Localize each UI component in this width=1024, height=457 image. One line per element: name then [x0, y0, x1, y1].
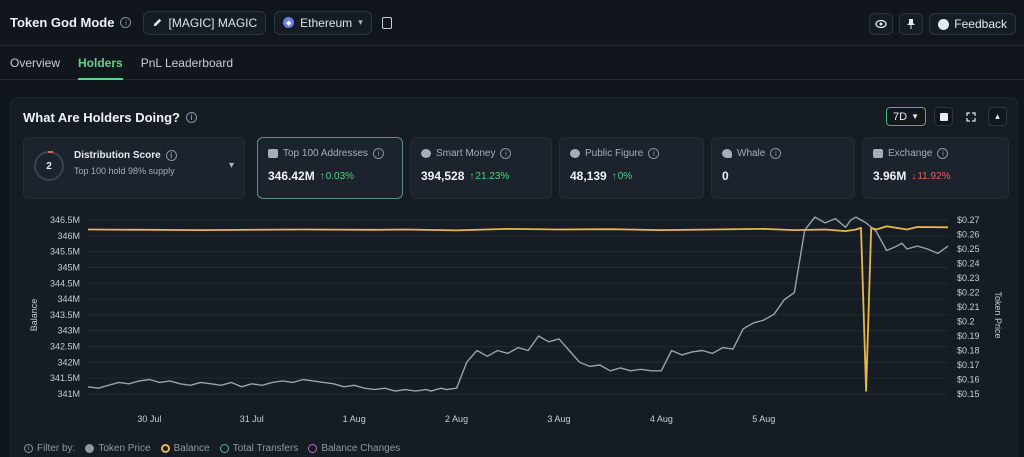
info-icon[interactable]: i [373, 148, 385, 159]
tab-holders[interactable]: Holders [78, 46, 123, 80]
save-icon [939, 112, 948, 121]
arrow-up-icon: ↑ [469, 170, 475, 182]
arrow-down-icon: ↓ [911, 170, 917, 182]
ethereum-icon: ◆ [283, 17, 295, 28]
legend-total-transfers[interactable]: Total Transfers [219, 443, 298, 454]
smart-money-icon [421, 149, 431, 158]
top100-label: Top 100 Addresses [283, 148, 369, 159]
tab-overview[interactable]: Overview [10, 56, 61, 70]
info-icon[interactable]: i [648, 148, 660, 159]
info-icon[interactable]: i [165, 150, 177, 161]
tab-pnl-leaderboard[interactable]: PnL Leaderboard [140, 56, 233, 70]
distribution-score-ring: 2 [34, 151, 64, 181]
legend-dot-balance-changes [308, 444, 318, 453]
wallet-icon [268, 149, 278, 158]
info-icon[interactable]: i [500, 148, 512, 159]
app-title: Token God Mode [10, 15, 115, 30]
chain-label: Ethereum [300, 15, 353, 30]
exchange-change: 11.92% [917, 170, 951, 182]
eye-icon [875, 19, 887, 29]
broadcast-icon [570, 149, 580, 158]
pin-icon [907, 19, 916, 29]
watch-button[interactable] [869, 13, 894, 35]
info-icon[interactable]: i [185, 112, 197, 123]
smart-money-card[interactable]: Smart Money i 394,528 ↑ 21.23% [410, 137, 552, 199]
info-icon: i [24, 444, 33, 453]
chevron-down-icon: ▾ [358, 17, 363, 27]
whale-card[interactable]: Whale i 0 [711, 137, 855, 199]
legend-balance[interactable]: Balance [160, 443, 210, 454]
exchange-value: 3.96M [873, 169, 907, 183]
copy-icon[interactable] [381, 16, 392, 29]
fullscreen-button[interactable] [961, 107, 980, 126]
exchange-label: Exchange [888, 148, 933, 159]
top-100-addresses-card[interactable]: Top 100 Addresses i 346.42M ↑ 0.03% [257, 137, 403, 199]
whale-label: Whale [737, 148, 766, 159]
legend-balance-changes[interactable]: Balance Changes [308, 443, 400, 454]
range-label: 7D [893, 110, 908, 123]
distribution-score-card[interactable]: 2 Distribution Score i Top 100 hold 98% … [23, 137, 245, 199]
distribution-subtitle: Top 100 hold 98% supply [74, 166, 175, 176]
legend-token-price[interactable]: Token Price [85, 443, 151, 454]
info-icon[interactable]: i [120, 17, 132, 28]
whale-value: 0 [722, 169, 729, 183]
caret-down-icon: ▼ [911, 112, 919, 121]
public-figure-label: Public Figure [585, 148, 644, 159]
exchange-card[interactable]: Exchange i 3.96M ↓ 11.92% [862, 137, 1009, 199]
panel-title: What Are Holders Doing? i [23, 110, 197, 125]
arrow-up-icon: ↑ [611, 170, 617, 182]
pin-button[interactable] [899, 13, 924, 35]
chart-legend: i Filter by: Token Price Balance Total T… [24, 443, 400, 454]
info-icon[interactable]: i [770, 148, 782, 159]
chevron-up-icon: ▴ [995, 111, 1000, 121]
public-figure-change: 0% [617, 170, 633, 182]
smart-money-label: Smart Money [436, 148, 496, 159]
legend-dot-token-price [85, 444, 95, 453]
holders-panel: What Are Holders Doing? i 7D ▼ ▴ 2 Distr… [10, 97, 1018, 457]
public-figure-card[interactable]: Public Figure i 48,139 ↑ 0% [559, 137, 704, 199]
chevron-down-icon[interactable]: ▾ [228, 160, 234, 171]
filter-label: i Filter by: [24, 443, 75, 454]
token-selector[interactable]: [MAGIC] MAGIC [143, 10, 267, 35]
public-figure-value: 48,139 [570, 169, 607, 183]
smart-money-change: 21.23% [475, 170, 510, 182]
distribution-score-label: Distribution Score [74, 150, 161, 161]
top-bar: Token God Mode i [MAGIC] MAGIC ◆ Ethereu… [0, 0, 1024, 46]
info-icon[interactable]: i [937, 148, 949, 159]
token-label: [MAGIC] MAGIC [168, 15, 258, 30]
chain-selector[interactable]: ◆ Ethereum ▾ [274, 10, 372, 35]
save-button[interactable] [934, 107, 953, 126]
legend-dot-balance [160, 444, 170, 453]
range-selector[interactable]: 7D ▼ [886, 107, 926, 126]
whale-icon [722, 149, 732, 158]
bank-icon [873, 149, 883, 158]
top100-value: 346.42M [268, 169, 315, 183]
feedback-button[interactable]: Feedback [929, 13, 1016, 35]
collapse-button[interactable]: ▴ [988, 107, 1007, 126]
tab-bar: Overview Holders PnL Leaderboard [0, 46, 1024, 80]
smart-money-value: 394,528 [421, 169, 465, 183]
feedback-label: Feedback [954, 17, 1007, 31]
expand-icon [965, 111, 976, 122]
top100-change: 0.03% [325, 170, 355, 182]
edit-icon [154, 18, 162, 27]
chat-bubble-icon [938, 18, 950, 30]
legend-dot-total-transfers [219, 444, 229, 453]
arrow-up-icon: ↑ [319, 170, 325, 182]
panel-title-text: What Are Holders Doing? [23, 110, 180, 125]
